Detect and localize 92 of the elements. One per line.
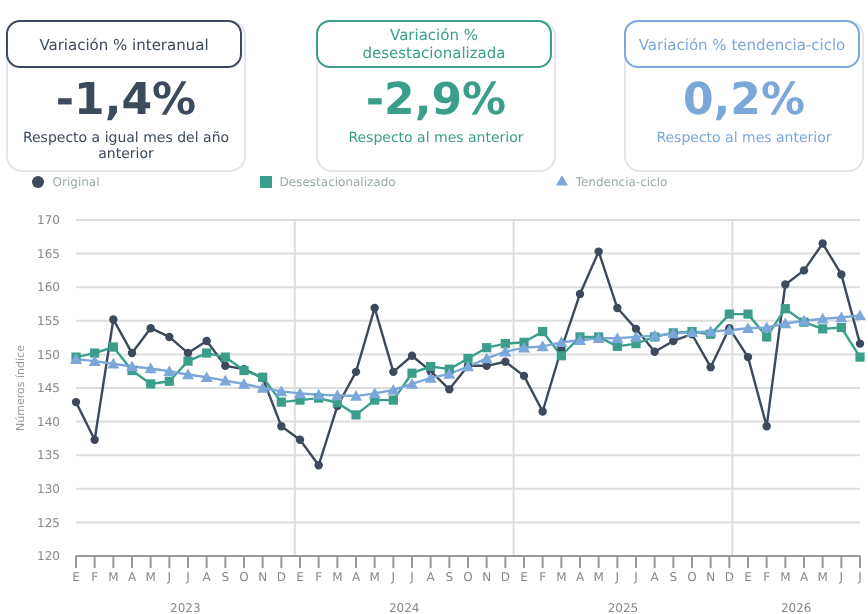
point bbox=[424, 371, 437, 383]
point bbox=[555, 336, 568, 348]
point bbox=[818, 324, 828, 334]
point bbox=[219, 374, 232, 386]
point bbox=[762, 422, 771, 431]
point bbox=[202, 348, 212, 358]
point bbox=[818, 239, 827, 248]
point bbox=[351, 410, 361, 420]
point bbox=[463, 353, 473, 364]
point bbox=[350, 390, 362, 401]
point bbox=[90, 435, 99, 444]
point bbox=[351, 367, 361, 377]
point bbox=[780, 304, 790, 314]
point bbox=[556, 351, 566, 361]
point bbox=[387, 384, 400, 395]
point bbox=[276, 397, 286, 407]
point bbox=[742, 322, 754, 333]
point bbox=[743, 352, 753, 362]
point bbox=[613, 303, 622, 313]
point bbox=[202, 336, 211, 346]
point bbox=[88, 355, 101, 366]
point bbox=[314, 461, 323, 470]
point bbox=[762, 332, 772, 342]
point bbox=[650, 347, 659, 356]
text: -1,4% bbox=[53, 76, 199, 128]
point bbox=[275, 385, 288, 397]
point bbox=[724, 309, 734, 319]
point bbox=[611, 332, 624, 344]
point bbox=[127, 348, 137, 358]
point bbox=[835, 311, 848, 323]
point bbox=[221, 361, 230, 371]
point bbox=[407, 351, 417, 360]
text: -2,9% bbox=[363, 76, 509, 128]
point bbox=[706, 362, 715, 372]
point bbox=[779, 317, 792, 329]
point bbox=[499, 345, 512, 357]
point bbox=[277, 422, 286, 431]
point bbox=[500, 339, 510, 349]
point bbox=[426, 361, 436, 372]
point bbox=[631, 324, 641, 334]
point bbox=[220, 352, 230, 362]
point bbox=[594, 247, 603, 256]
point bbox=[799, 266, 809, 275]
point bbox=[165, 332, 174, 342]
point bbox=[575, 289, 585, 299]
point bbox=[816, 312, 829, 324]
point bbox=[480, 352, 493, 364]
point bbox=[183, 356, 193, 366]
point bbox=[854, 309, 866, 321]
point bbox=[312, 388, 325, 400]
point bbox=[331, 389, 344, 401]
point bbox=[538, 407, 547, 416]
point bbox=[107, 357, 120, 369]
point bbox=[200, 371, 213, 383]
point bbox=[71, 397, 81, 407]
point bbox=[501, 357, 510, 366]
point bbox=[108, 342, 118, 352]
point bbox=[630, 330, 642, 342]
point bbox=[294, 387, 306, 399]
point bbox=[388, 395, 398, 405]
point bbox=[407, 368, 417, 378]
point bbox=[855, 339, 865, 348]
point bbox=[445, 385, 454, 394]
point bbox=[182, 368, 194, 380]
point bbox=[836, 322, 846, 333]
point bbox=[164, 376, 174, 386]
point bbox=[743, 309, 753, 319]
point bbox=[90, 348, 100, 358]
point bbox=[536, 340, 549, 352]
point bbox=[781, 280, 790, 289]
point bbox=[370, 303, 379, 313]
point bbox=[368, 387, 381, 399]
text: 0,2% bbox=[680, 76, 807, 128]
point bbox=[238, 377, 250, 389]
point bbox=[163, 365, 176, 376]
point bbox=[146, 379, 156, 389]
point bbox=[295, 435, 305, 444]
point bbox=[482, 343, 492, 353]
point bbox=[389, 367, 398, 377]
point bbox=[406, 377, 418, 389]
point bbox=[256, 382, 269, 393]
point bbox=[144, 362, 157, 374]
point bbox=[126, 360, 138, 372]
point bbox=[837, 270, 846, 279]
point bbox=[519, 371, 529, 381]
point bbox=[146, 323, 155, 333]
point bbox=[538, 326, 548, 337]
point bbox=[109, 315, 118, 324]
point bbox=[760, 321, 773, 333]
point bbox=[443, 367, 456, 379]
point bbox=[855, 352, 865, 362]
point bbox=[183, 348, 193, 358]
